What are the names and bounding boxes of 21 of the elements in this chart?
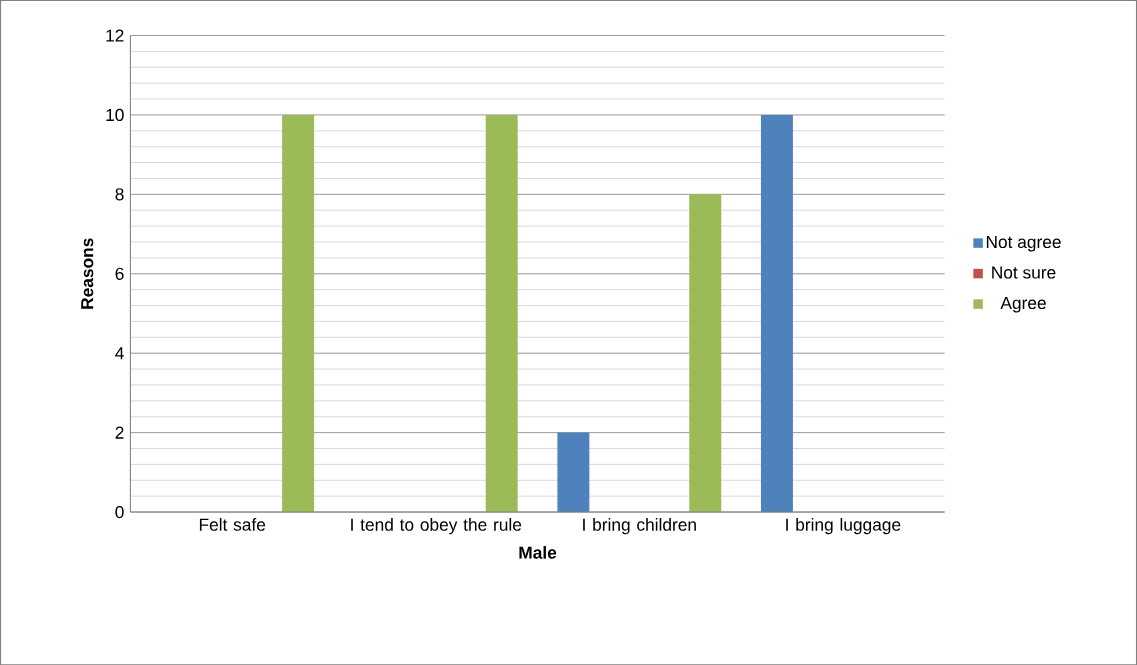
- legend-label: Not sure: [992, 266, 1056, 279]
- bar: [485, 114, 518, 512]
- x-tick-label: I bring luggage: [786, 517, 901, 535]
- y-tick-label: 2: [115, 426, 124, 439]
- bar: [760, 114, 793, 512]
- y-tick-label: 4: [115, 347, 124, 359]
- y-tick-label: 6: [115, 267, 124, 280]
- x-tick-label: I tend to obey the rule: [351, 517, 522, 535]
- bar: [557, 432, 590, 512]
- y-tick-label: 10: [106, 108, 124, 121]
- y-axis-title: Reasons: [81, 238, 94, 309]
- bar: [282, 114, 315, 512]
- x-axis-title: Male: [519, 545, 557, 559]
- y-tick-label: 12: [106, 29, 124, 42]
- legend-label: Agree: [1000, 296, 1046, 313]
- y-tick-label: 0: [115, 505, 124, 518]
- bar: [689, 194, 722, 512]
- y-tick-label: 8: [115, 187, 124, 201]
- x-tick-label: Felt safe: [199, 517, 266, 531]
- x-tick-label: I bring children: [583, 517, 696, 535]
- legend-label: Not agree: [986, 235, 1061, 252]
